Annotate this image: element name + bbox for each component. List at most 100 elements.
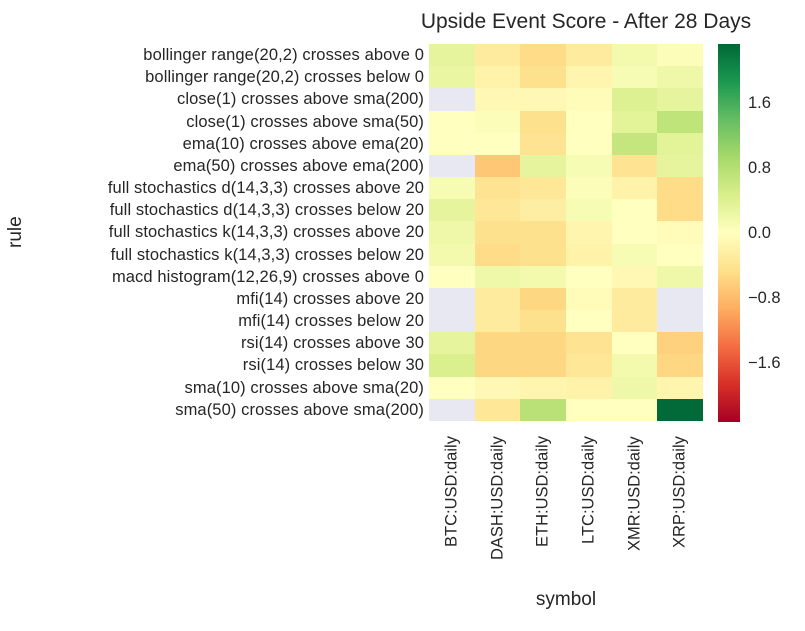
- y-tick-label: bollinger range(20,2) crosses below 0: [145, 68, 424, 87]
- heatmap-cell: [474, 154, 521, 178]
- heatmap-cell: [657, 110, 703, 133]
- y-tick-label: rsi(14) crosses below 30: [242, 356, 424, 375]
- y-tick-label: mfi(14) crosses below 20: [238, 312, 424, 331]
- heatmap-cell: [520, 287, 566, 311]
- heatmap-cell: [429, 398, 475, 421]
- heatmap-cell: [520, 110, 566, 133]
- heatmap-cell: [429, 154, 475, 178]
- heatmap-cell: [611, 88, 658, 111]
- heatmap-cell: [611, 354, 658, 377]
- heatmap-cell: [520, 265, 566, 288]
- heatmap-cell: [657, 354, 703, 377]
- y-tick-label: macd histogram(12,26,9) crosses above 0: [111, 267, 424, 286]
- heatmap-cell: [429, 265, 475, 288]
- heatmap-cell: [657, 310, 703, 333]
- heatmap-cell: [474, 265, 521, 288]
- heatmap-cell: [657, 132, 703, 155]
- heatmap-cell: [611, 110, 658, 133]
- heatmap-cell: [611, 376, 658, 399]
- heatmap-grid: [429, 44, 703, 421]
- x-tick-label: XMR:USD:daily: [624, 436, 643, 551]
- y-tick-label: full stochastics d(14,3,3) crosses below…: [109, 201, 424, 220]
- heatmap-cell: [657, 199, 703, 222]
- y-tick-label: full stochastics d(14,3,3) crosses above…: [107, 179, 424, 198]
- heatmap-cell: [611, 287, 658, 311]
- heatmap-cell: [566, 310, 612, 333]
- heatmap-cell: [429, 332, 475, 355]
- heatmap-cell: [520, 199, 566, 222]
- heatmap-cell: [520, 243, 566, 266]
- heatmap-cell: [429, 243, 475, 266]
- heatmap-cell: [566, 265, 612, 288]
- chart-title: Upside Event Score - After 28 Days: [420, 10, 752, 33]
- heatmap-cell: [474, 177, 521, 200]
- heatmap-cell: [520, 310, 566, 333]
- heatmap-cell: [611, 310, 658, 333]
- heatmap-cell: [520, 332, 566, 355]
- heatmap-cell: [657, 398, 703, 421]
- heatmap-cell: [474, 310, 521, 333]
- heatmap-cell: [429, 110, 475, 133]
- heatmap-cell: [474, 199, 521, 222]
- heatmap-cell: [429, 88, 475, 111]
- heatmap-cell: [657, 221, 703, 244]
- heatmap-cell: [611, 44, 658, 67]
- heatmap-cell: [566, 199, 612, 222]
- heatmap-cell: [520, 177, 566, 200]
- heatmap-cell: [474, 221, 521, 244]
- heatmap-cell: [657, 88, 703, 111]
- heatmap-cell: [611, 265, 658, 288]
- y-tick-label: rsi(14) crosses above 30: [240, 334, 424, 353]
- y-tick-label: close(1) crosses above sma(50): [186, 112, 424, 131]
- heatmap-cell: [657, 154, 703, 178]
- colorbar-tick-label: 1.6: [748, 93, 771, 112]
- heatmap-cell: [657, 243, 703, 266]
- heatmap-cell: [566, 88, 612, 111]
- heatmap-cell: [520, 44, 566, 67]
- heatmap-cell: [520, 132, 566, 155]
- heatmap-cell: [611, 177, 658, 200]
- heatmap-cell: [474, 88, 521, 111]
- x-tick-label: DASH:USD:daily: [487, 436, 506, 560]
- heatmap-cell: [611, 243, 658, 266]
- heatmap-cell: [474, 66, 521, 89]
- heatmap-cell: [611, 66, 658, 89]
- heatmap-cell: [474, 354, 521, 377]
- heatmap-cell: [429, 177, 475, 200]
- colorbar-tick-label: 0.8: [748, 158, 771, 177]
- y-tick-label: sma(10) crosses above sma(20): [184, 378, 424, 397]
- heatmap-cell: [657, 44, 703, 67]
- y-tick-label: bollinger range(20,2) crosses above 0: [143, 46, 424, 64]
- heatmap-cell: [566, 354, 612, 377]
- heatmap-cell: [611, 221, 658, 244]
- heatmap-cell: [429, 44, 475, 67]
- heatmap-cell: [520, 398, 566, 421]
- heatmap-cell: [611, 398, 658, 421]
- heatmap-cell: [566, 44, 612, 67]
- y-tick-label: ema(10) crosses above ema(20): [182, 134, 424, 153]
- heatmap-cell: [429, 376, 475, 399]
- heatmap-cell: [474, 376, 521, 399]
- colorbar: [718, 44, 740, 422]
- y-tick-label: full stochastics k(14,3,3) crosses above…: [108, 223, 424, 242]
- colorbar-tick-label: 0.0: [748, 224, 771, 242]
- heatmap-cell: [474, 110, 521, 133]
- heatmap-cell: [566, 221, 612, 244]
- heatmap-cell: [657, 287, 703, 311]
- heatmap-cell: [611, 154, 658, 178]
- heatmap-cell: [611, 132, 658, 155]
- colorbar-tick-label: −0.8: [748, 289, 781, 308]
- heatmap-cell: [657, 376, 703, 399]
- heatmap-cell: [566, 132, 612, 155]
- heatmap-cell: [566, 110, 612, 133]
- heatmap-cell: [474, 287, 521, 311]
- y-tick-labels: bollinger range(20,2) crosses above 0 bol…: [0, 44, 424, 421]
- heatmap-cell: [474, 398, 521, 421]
- x-tick-label: LTC:USD:daily: [579, 436, 598, 544]
- x-tick-label: ETH:USD:daily: [533, 436, 552, 547]
- y-tick-label: ema(50) crosses above ema(200): [173, 156, 424, 175]
- heatmap-cell: [429, 354, 475, 377]
- heatmap-cell: [520, 88, 566, 111]
- heatmap-cell: [429, 132, 475, 155]
